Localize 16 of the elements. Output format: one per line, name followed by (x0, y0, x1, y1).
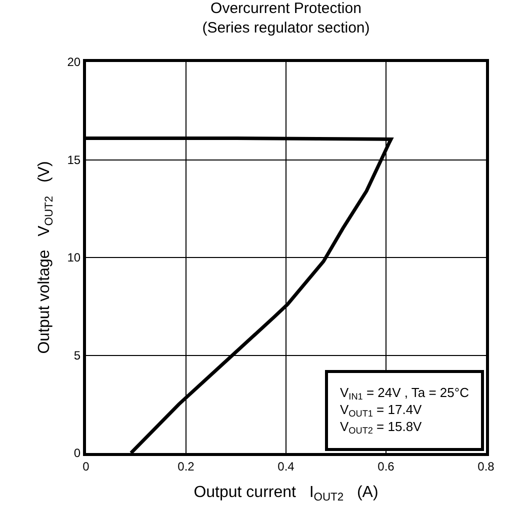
chart-title: Overcurrent Protection (210, 0, 362, 18)
x-tick-label: 0.4 (278, 459, 295, 474)
chart-subtitle: (Series regulator section) (202, 20, 370, 37)
y-tick-label: 20 (67, 55, 81, 70)
y-tick-label: 10 (67, 250, 81, 265)
x-tick-label: 0.6 (378, 459, 395, 474)
x-tick-label: 0.8 (478, 459, 495, 474)
annotation: V$_{OUT1}$ = 17.4V (340, 402, 422, 419)
x-tick-label: 0.2 (178, 459, 195, 474)
annotation: V$_{OUT2}$ = 15.8V (340, 418, 422, 436)
y-tick-label: 0 (74, 446, 81, 460)
y-tick-label: 15 (67, 152, 81, 167)
y-tick-label: 5 (74, 348, 81, 362)
x-tick-label: 0 (82, 459, 90, 474)
annotation: V$_{IN1}$ = 24V , Ta = 25°C (340, 385, 469, 402)
x-axis-title: Output current I$_{OUT2}$ (A) (194, 484, 378, 504)
